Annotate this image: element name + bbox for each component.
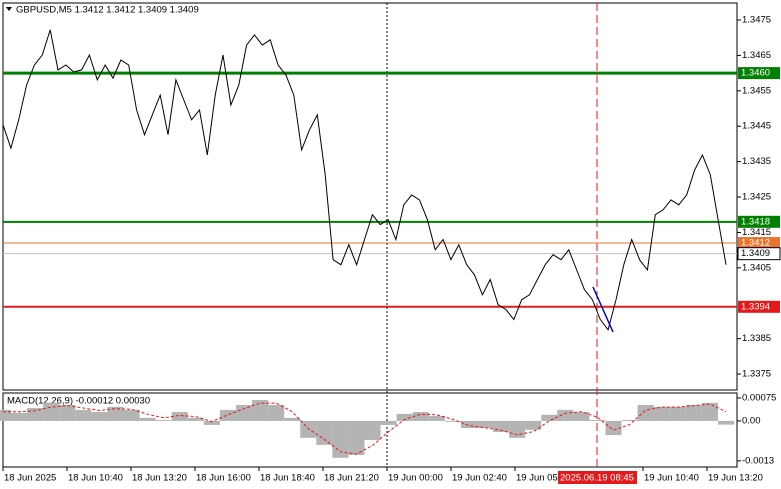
y-tick-label: 1.3375 bbox=[742, 369, 771, 380]
macd-bar bbox=[573, 412, 590, 421]
macd-bar bbox=[300, 420, 317, 438]
macd-bar bbox=[380, 420, 397, 425]
macd-bar bbox=[605, 420, 622, 436]
x-tick-label: 18 Jun 21:20 bbox=[324, 473, 379, 484]
y-tick-label: 1.3405 bbox=[742, 262, 771, 273]
macd-bar bbox=[557, 409, 574, 421]
x-tick-label: 19 Jun 13:20 bbox=[708, 473, 763, 484]
level-label: 1.3460 bbox=[741, 68, 770, 79]
macd-bar bbox=[316, 420, 333, 445]
price-line bbox=[2, 29, 727, 331]
level-label: 1.3394 bbox=[741, 301, 770, 312]
macd-bar bbox=[701, 402, 718, 421]
macd-bar bbox=[364, 420, 381, 440]
level-label: 1.3412 bbox=[741, 238, 770, 249]
macd-bar bbox=[348, 420, 365, 456]
macd-tick-label: 0.00075 bbox=[742, 392, 776, 403]
macd-bar bbox=[428, 416, 445, 421]
macd-bar bbox=[476, 420, 494, 429]
macd-bar bbox=[235, 404, 253, 421]
macd-bar bbox=[396, 413, 413, 421]
macd-bar bbox=[139, 417, 156, 421]
macd-bar bbox=[171, 412, 188, 421]
x-tick-label: 19 Jun 02:40 bbox=[452, 473, 507, 484]
level-label: 1.3418 bbox=[741, 216, 770, 227]
macd-bar bbox=[637, 404, 654, 421]
macd-bar bbox=[203, 420, 220, 425]
macd-frame bbox=[2, 392, 738, 468]
x-tick-label: 19 Jun 10:40 bbox=[644, 473, 699, 484]
macd-bar bbox=[91, 412, 108, 421]
signal-drawing bbox=[592, 286, 614, 333]
macd-bar bbox=[252, 400, 269, 421]
y-tick-label: 1.3475 bbox=[742, 15, 771, 26]
macd-title: MACD(12,26,9) -0.00012 0.00030 bbox=[7, 396, 150, 407]
macd-bar bbox=[284, 417, 301, 421]
menu-arrow bbox=[6, 7, 12, 11]
macd-bar bbox=[155, 420, 172, 421]
cursor-box bbox=[558, 471, 637, 484]
y-tick-label: 1.3455 bbox=[742, 85, 771, 96]
macd-bar bbox=[219, 409, 236, 421]
y-tick-label: 1.3385 bbox=[742, 333, 771, 344]
macd-bar bbox=[187, 417, 204, 421]
macd-bar bbox=[525, 420, 542, 430]
macd-bar bbox=[589, 420, 606, 421]
macd-bar bbox=[444, 420, 461, 422]
x-tick-label: 18 Jun 13:20 bbox=[132, 473, 187, 484]
macd-bar bbox=[669, 406, 686, 421]
macd-bar bbox=[685, 404, 702, 421]
x-tick-label: 18 Jun 18:40 bbox=[260, 473, 315, 484]
y-tick-label: 1.3435 bbox=[742, 156, 771, 167]
macd-bar bbox=[75, 409, 92, 421]
macd-bar bbox=[621, 420, 638, 421]
level-label: 1.3409 bbox=[741, 248, 770, 259]
chart-title: GBPUSD,M5 1.3412 1.3412 1.3409 1.3409 bbox=[16, 5, 199, 16]
macd-bar bbox=[11, 412, 28, 421]
x-tick-label: 19 Jun 05:20 bbox=[516, 473, 571, 484]
macd-bar bbox=[541, 414, 558, 421]
y-tick-label: 1.3465 bbox=[742, 50, 771, 61]
macd-bar bbox=[123, 409, 140, 421]
macd-tick-label: 0.00 bbox=[742, 415, 761, 426]
level-box bbox=[738, 215, 780, 228]
level-box bbox=[738, 300, 780, 313]
macd-signal bbox=[3, 402, 727, 455]
x-tick-label: 18 Jun 16:00 bbox=[196, 473, 251, 484]
y-tick-label: 1.3415 bbox=[742, 227, 771, 238]
x-tick-label: 18 Jun 10:40 bbox=[68, 473, 123, 484]
macd-bar bbox=[412, 412, 429, 421]
level-box bbox=[738, 237, 780, 250]
macd-bar bbox=[460, 420, 477, 429]
macd-bar bbox=[107, 406, 124, 421]
x-tick-label: 18 Jun 2025 bbox=[4, 473, 56, 484]
level-box bbox=[738, 67, 780, 80]
x-tick-label: 19 Jun 00:00 bbox=[388, 473, 443, 484]
macd-bar bbox=[653, 406, 670, 421]
macd-tick-label: -0.0013 bbox=[742, 455, 774, 466]
macd-bar bbox=[268, 404, 285, 421]
y-tick-label: 1.3425 bbox=[742, 192, 771, 203]
macd-bar bbox=[43, 402, 60, 421]
main-frame bbox=[2, 2, 738, 391]
macd-bar bbox=[0, 409, 12, 421]
macd-bar bbox=[59, 404, 76, 421]
macd-bar bbox=[717, 420, 735, 425]
level-box bbox=[737, 247, 781, 261]
macd-bar bbox=[493, 420, 510, 432]
cursor-label: 2025.06.19 08:45 bbox=[560, 473, 634, 484]
macd-bar bbox=[27, 408, 44, 421]
y-tick-label: 1.3445 bbox=[742, 121, 771, 132]
